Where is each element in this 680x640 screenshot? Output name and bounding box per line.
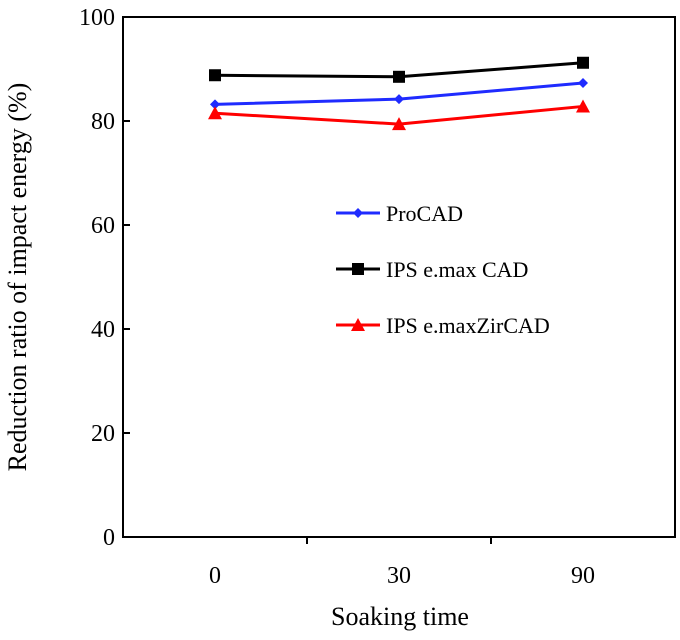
legend-label: IPS e.max CAD (386, 257, 528, 282)
data-point (578, 78, 588, 89)
plot-border (122, 16, 676, 538)
x-axis-label: Soaking time (331, 602, 469, 631)
data-point (392, 117, 406, 131)
y-tick-label: 60 (91, 213, 115, 239)
x-tick-label: 90 (571, 563, 595, 589)
data-point (208, 106, 222, 120)
legend-marker (353, 208, 363, 218)
series-layer (208, 56, 590, 131)
data-point (394, 94, 404, 105)
series-2 (208, 99, 590, 131)
plot-area (122, 16, 676, 538)
legend-label: ProCAD (386, 201, 463, 226)
data-point (577, 56, 589, 69)
series-0 (210, 78, 588, 110)
y-tick-label: 0 (103, 525, 115, 551)
data-point (393, 70, 405, 83)
y-tick-label: 40 (91, 317, 115, 343)
legend-marker (351, 318, 365, 331)
x-tick-label: 30 (387, 563, 411, 589)
data-point (209, 69, 221, 82)
x-axis: 0 30 90 (209, 537, 595, 589)
legend-item: IPS e.max CAD (336, 257, 528, 282)
legend-item: IPS e.maxZirCAD (336, 313, 550, 338)
legend-label: IPS e.maxZirCAD (386, 313, 550, 338)
y-axis: 0 20 40 60 80 100 (79, 5, 130, 551)
legend-item: ProCAD (336, 201, 463, 226)
legend: ProCAD IPS e.max CAD IPS e.maxZirCAD (336, 201, 550, 338)
legend-marker (352, 263, 364, 275)
y-tick-label: 100 (79, 5, 115, 31)
x-tick-label: 0 (209, 563, 221, 589)
y-tick-label: 20 (91, 421, 115, 447)
y-tick-label: 80 (91, 109, 115, 135)
y-axis-label: Reduction ratio of impact energy (%) (3, 83, 32, 472)
data-point (210, 99, 220, 110)
series-1 (209, 56, 589, 83)
data-point (576, 99, 590, 113)
